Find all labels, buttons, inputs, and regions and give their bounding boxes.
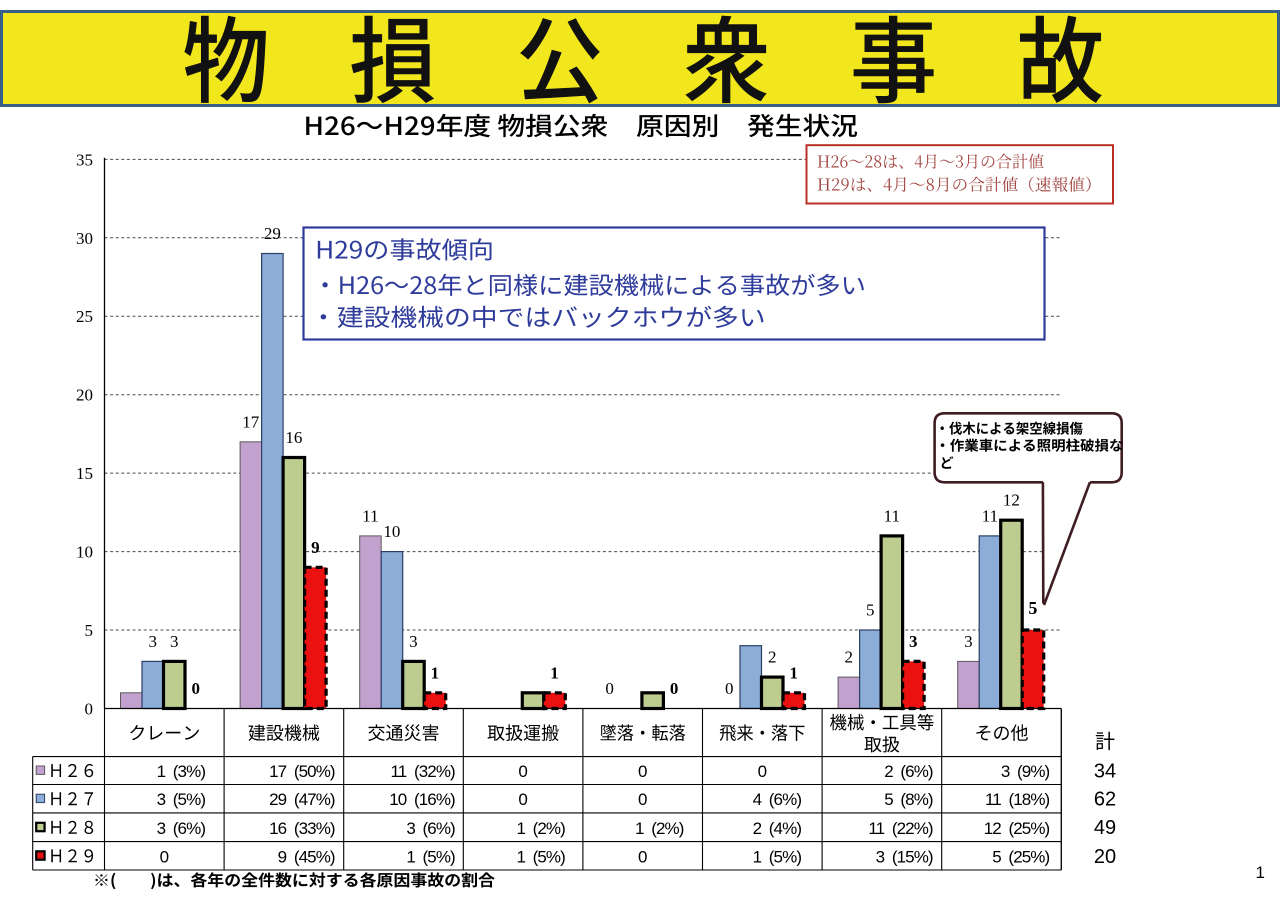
svg-text:1: 1 bbox=[431, 663, 440, 682]
svg-text:11: 11 bbox=[982, 506, 998, 525]
svg-text:3: 3 bbox=[909, 632, 918, 651]
svg-text:1: 1 bbox=[550, 663, 559, 682]
svg-text:0: 0 bbox=[725, 679, 734, 698]
svg-text:15: 15 bbox=[76, 464, 93, 483]
svg-text:12: 12 bbox=[1003, 491, 1020, 510]
svg-text:9: 9 bbox=[311, 538, 320, 557]
svg-text:5: 5 bbox=[1028, 598, 1037, 618]
svg-text:62: 62 bbox=[1094, 789, 1116, 811]
svg-text:25: 25 bbox=[76, 307, 93, 326]
svg-text:3 (5%): 3 (5%) bbox=[157, 790, 206, 809]
svg-text:0: 0 bbox=[670, 679, 679, 698]
svg-text:0: 0 bbox=[638, 762, 647, 781]
svg-text:2 (6%): 2 (6%) bbox=[884, 762, 933, 781]
svg-text:1 (5%): 1 (5%) bbox=[753, 847, 802, 866]
svg-text:1 (2%): 1 (2%) bbox=[516, 819, 565, 838]
svg-text:5 (8%): 5 (8%) bbox=[884, 790, 933, 809]
svg-text:0: 0 bbox=[605, 679, 614, 698]
svg-text:30: 30 bbox=[76, 229, 93, 248]
svg-text:10: 10 bbox=[383, 522, 400, 541]
svg-text:10: 10 bbox=[76, 543, 93, 562]
svg-text:3: 3 bbox=[409, 632, 418, 651]
svg-text:3: 3 bbox=[149, 632, 158, 651]
svg-text:0: 0 bbox=[758, 762, 767, 781]
svg-text:0: 0 bbox=[160, 847, 169, 866]
svg-text:1 (5%): 1 (5%) bbox=[406, 847, 455, 866]
svg-text:3 (6%): 3 (6%) bbox=[157, 819, 206, 838]
svg-text:0: 0 bbox=[192, 679, 201, 698]
svg-text:29 (47%): 29 (47%) bbox=[269, 790, 335, 809]
svg-text:11 (22%): 11 (22%) bbox=[868, 819, 933, 838]
svg-text:16 (33%): 16 (33%) bbox=[269, 819, 335, 838]
svg-text:9 (45%): 9 (45%) bbox=[278, 847, 335, 866]
svg-text:35: 35 bbox=[76, 150, 93, 169]
svg-text:11 (18%): 11 (18%) bbox=[985, 790, 1050, 809]
svg-text:3: 3 bbox=[170, 632, 179, 651]
svg-text:11: 11 bbox=[362, 506, 378, 525]
svg-text:1: 1 bbox=[1256, 863, 1265, 882]
svg-text:49: 49 bbox=[1094, 817, 1116, 839]
svg-text:17: 17 bbox=[242, 412, 260, 431]
svg-text:2 (4%): 2 (4%) bbox=[753, 819, 802, 838]
svg-text:17 (50%): 17 (50%) bbox=[269, 762, 335, 781]
svg-text:34: 34 bbox=[1094, 761, 1116, 783]
svg-text:1 (3%): 1 (3%) bbox=[157, 762, 206, 781]
svg-text:29: 29 bbox=[264, 224, 281, 243]
svg-text:1: 1 bbox=[790, 663, 799, 682]
svg-text:11 (32%): 11 (32%) bbox=[391, 762, 456, 781]
svg-text:1 (5%): 1 (5%) bbox=[516, 847, 565, 866]
svg-text:3 (15%): 3 (15%) bbox=[876, 847, 933, 866]
svg-text:1 (2%): 1 (2%) bbox=[635, 819, 684, 838]
svg-text:3 (6%): 3 (6%) bbox=[406, 819, 455, 838]
svg-text:0: 0 bbox=[638, 790, 647, 809]
svg-text:0: 0 bbox=[638, 847, 647, 866]
svg-text:0: 0 bbox=[518, 790, 527, 809]
svg-text:11: 11 bbox=[884, 506, 900, 525]
svg-text:3 (9%): 3 (9%) bbox=[1001, 762, 1050, 781]
svg-text:0: 0 bbox=[85, 700, 94, 719]
svg-text:5: 5 bbox=[85, 621, 94, 640]
svg-text:10 (16%): 10 (16%) bbox=[389, 790, 455, 809]
svg-text:4 (6%): 4 (6%) bbox=[753, 790, 802, 809]
svg-text:20: 20 bbox=[1094, 846, 1116, 868]
svg-text:2: 2 bbox=[845, 648, 854, 667]
svg-text:0: 0 bbox=[518, 762, 527, 781]
svg-text:5 (25%): 5 (25%) bbox=[992, 847, 1049, 866]
svg-text:16: 16 bbox=[285, 428, 302, 447]
svg-text:5: 5 bbox=[866, 601, 875, 620]
svg-text:3: 3 bbox=[964, 632, 973, 651]
svg-text:2: 2 bbox=[768, 648, 777, 667]
svg-text:12 (25%): 12 (25%) bbox=[984, 819, 1050, 838]
svg-text:20: 20 bbox=[76, 386, 93, 405]
